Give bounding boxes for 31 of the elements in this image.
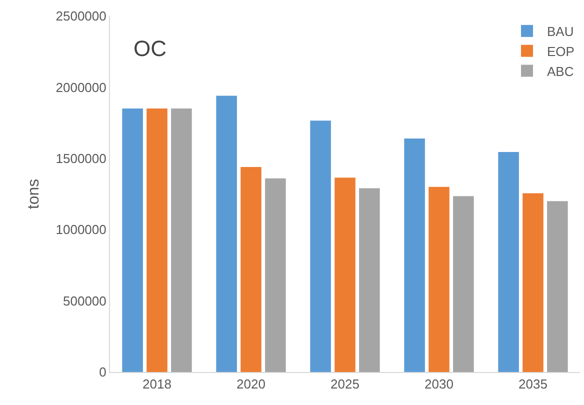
legend-label: EOP [547, 44, 574, 59]
bar [171, 108, 192, 372]
x-tick-label: 2018 [142, 376, 172, 392]
y-tick-label: 2000000 [56, 80, 106, 95]
y-tick-label: 2500000 [56, 8, 106, 24]
bar [146, 108, 168, 372]
x-tick-label: 2020 [236, 376, 266, 392]
bar [498, 152, 519, 372]
bar [404, 138, 425, 372]
bar [216, 96, 237, 372]
y-tick-label: 500000 [63, 293, 106, 308]
bar [359, 188, 380, 372]
bar [334, 178, 356, 372]
x-tick-label: 2025 [330, 376, 360, 392]
bar [522, 193, 544, 372]
bar [310, 120, 331, 372]
text: OC [134, 36, 167, 61]
legend-label: ABC [547, 64, 574, 79]
y-tick-label: 1500000 [56, 150, 106, 166]
x-tick-label: 2030 [424, 376, 454, 392]
legend-label: BAU [547, 24, 574, 40]
bar [453, 196, 474, 372]
y-axis-title: tons [26, 178, 43, 210]
bar [240, 166, 262, 372]
bar [265, 178, 286, 372]
y-tick-label: 1000000 [56, 222, 106, 238]
y-tick-label: 0 [99, 364, 106, 380]
bar [122, 108, 143, 372]
bar [428, 186, 450, 372]
bar [547, 201, 568, 372]
x-tick-label: 2035 [518, 376, 548, 392]
